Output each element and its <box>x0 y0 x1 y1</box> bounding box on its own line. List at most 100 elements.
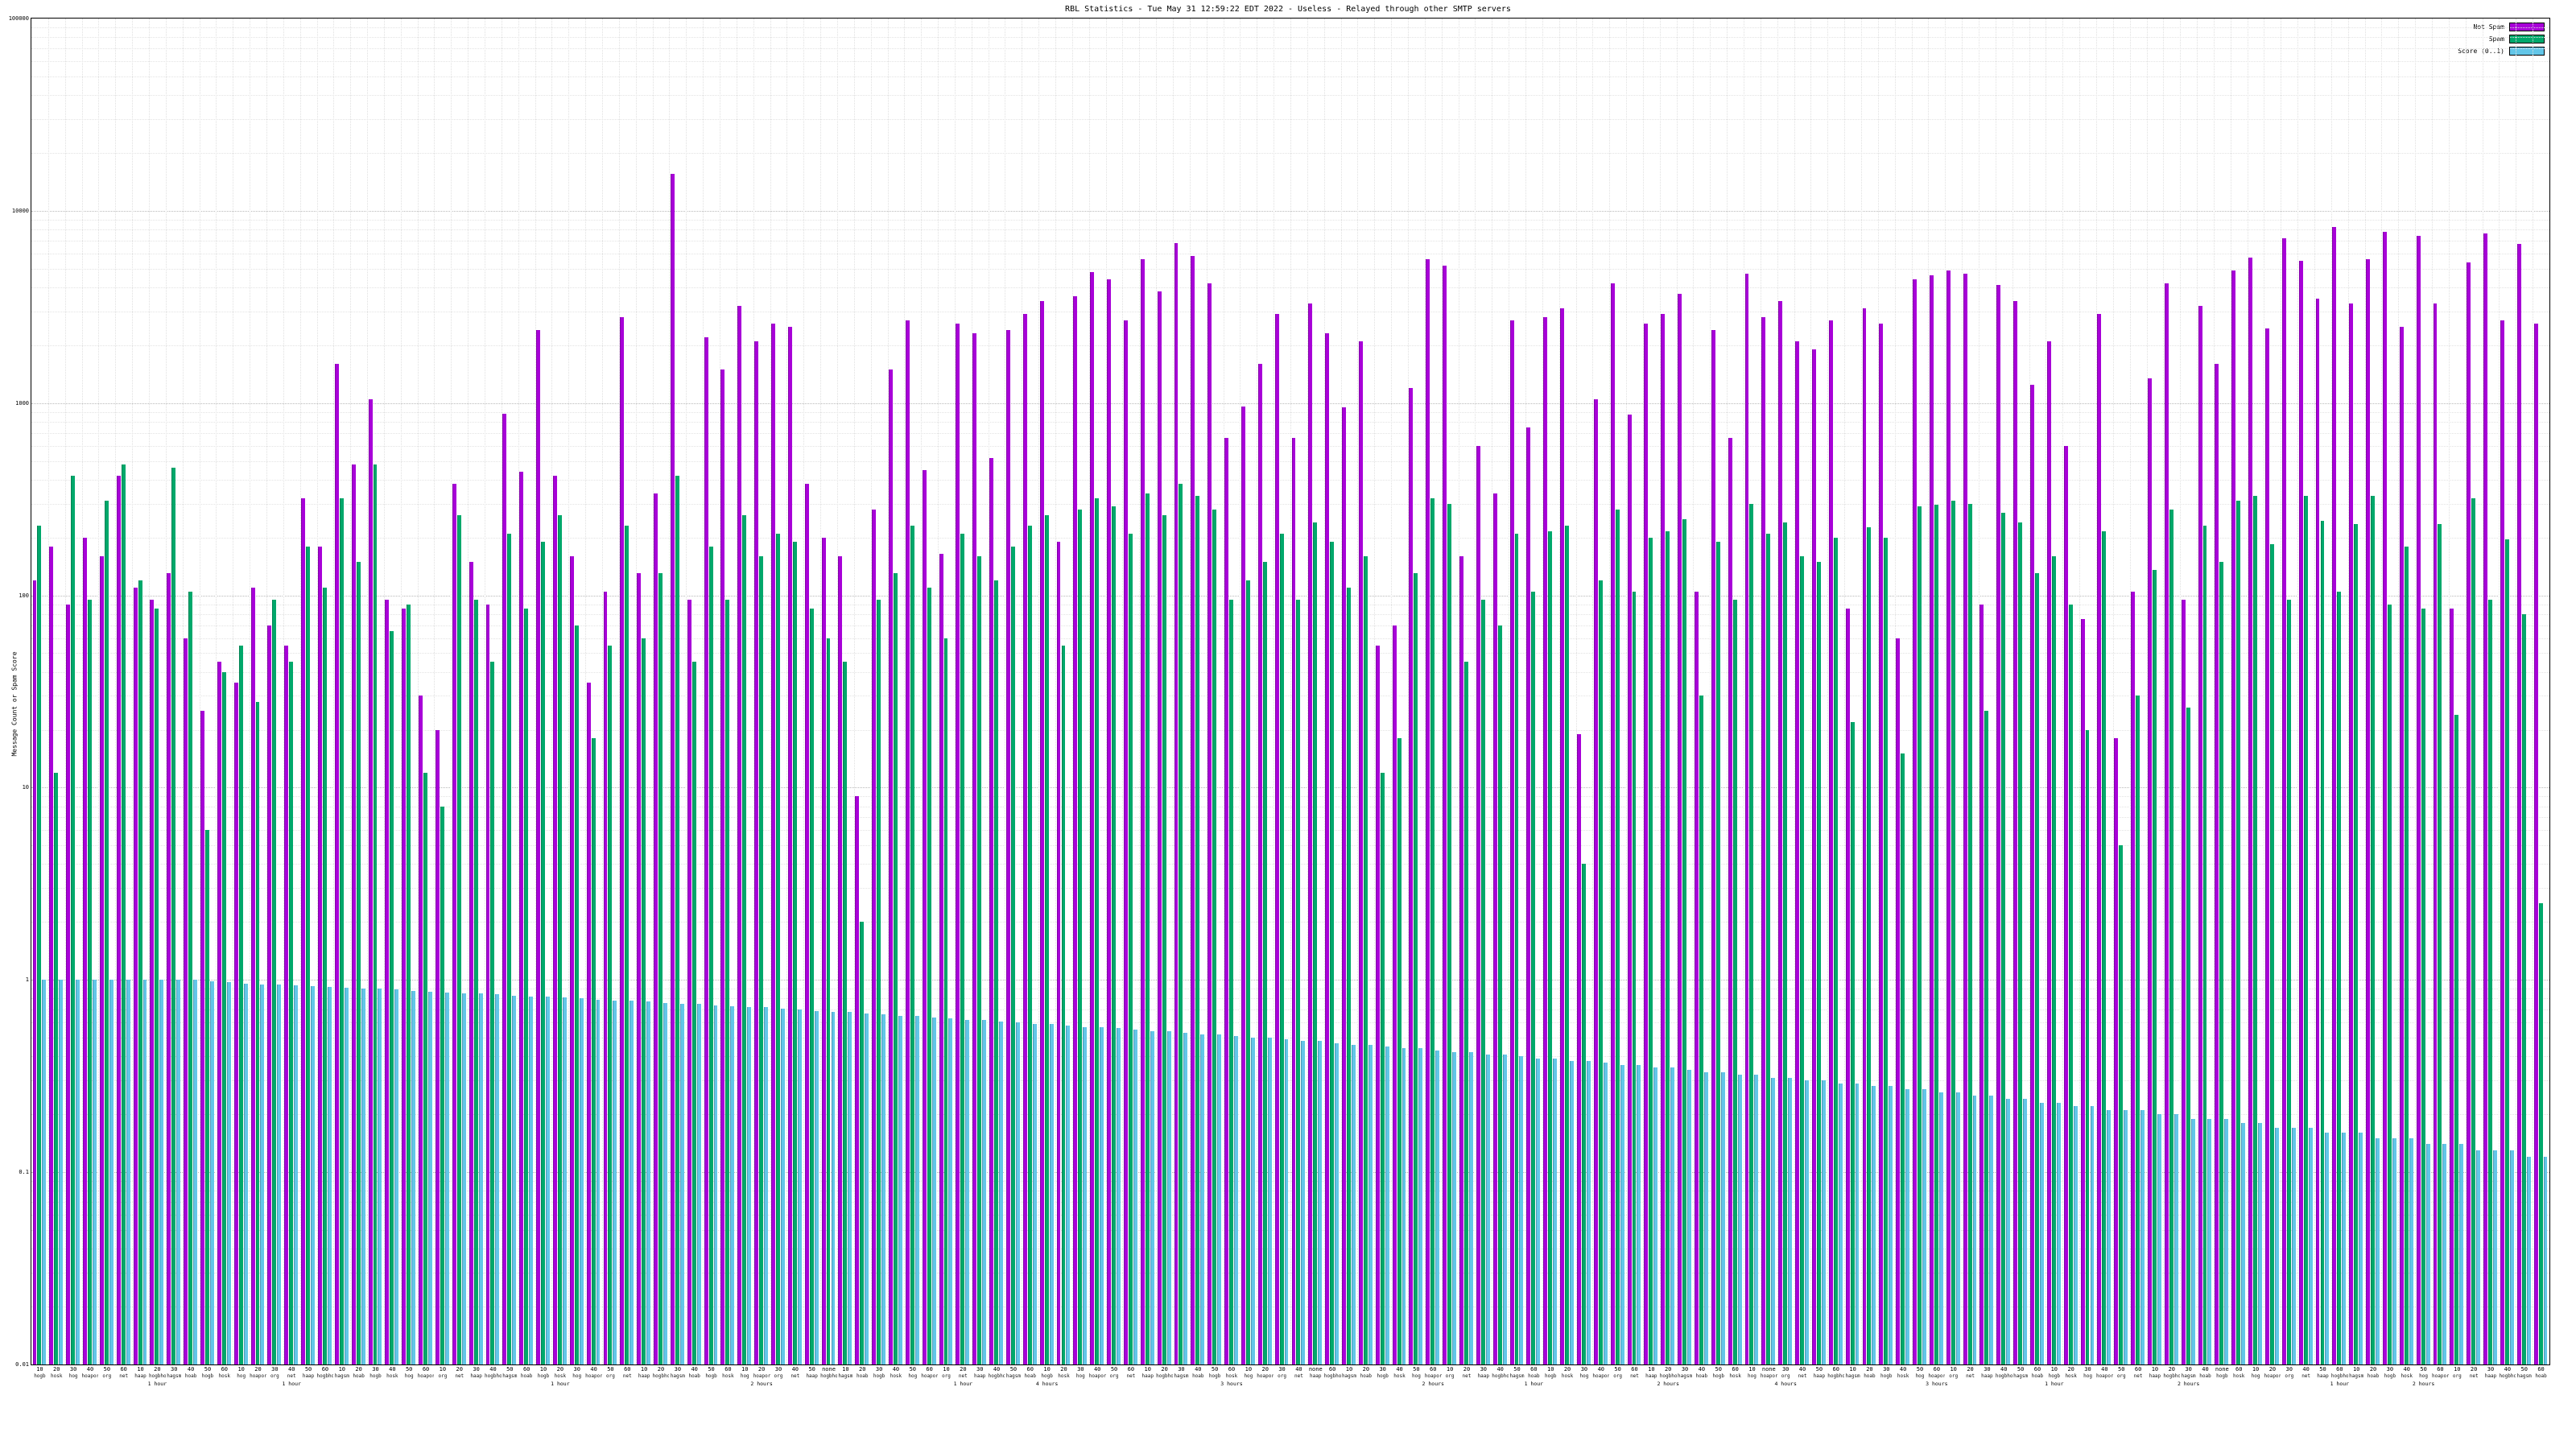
x-tick-label: 20 <box>1060 1366 1067 1373</box>
bar-score-0-1- <box>546 996 550 1364</box>
x-sublabel: net <box>622 1373 632 1379</box>
bar-score-0-1- <box>780 1008 785 1364</box>
bar-score-0-1- <box>1083 1026 1088 1364</box>
x-tick-label: 40 <box>2403 1366 2410 1373</box>
x-sublabel: hog <box>1244 1373 1253 1379</box>
x-duration-label: 2 hours <box>1422 1381 1444 1387</box>
bar-score-0-1- <box>898 1015 902 1364</box>
bar-not-spam <box>737 306 742 1364</box>
bar-score-0-1- <box>243 983 248 1364</box>
x-tick-label: 20 <box>859 1366 866 1373</box>
x-sublabel: hogb <box>2384 1373 2396 1379</box>
bar-score-0-1- <box>1637 1065 1641 1364</box>
bar-spam <box>2152 570 2157 1364</box>
x-tick-label: 50 <box>2520 1366 2528 1373</box>
bar-not-spam <box>32 580 37 1364</box>
x-tick-label: 20 <box>2268 1366 2277 1373</box>
bar-not-spam <box>49 546 54 1364</box>
bar-score-0-1- <box>696 1004 701 1364</box>
x-tick-label: 10 <box>1547 1366 1554 1373</box>
bar-score-0-1- <box>2039 1102 2044 1364</box>
bar-not-spam <box>2483 233 2488 1364</box>
x-tick-label: 40 <box>2302 1366 2310 1373</box>
bar-not-spam <box>435 729 440 1364</box>
bar-score-0-1- <box>529 996 534 1364</box>
bar-spam <box>1027 526 1032 1364</box>
bar-score-0-1- <box>1133 1030 1137 1364</box>
bar-not-spam <box>2281 237 2286 1364</box>
x-sublabel: org <box>102 1373 112 1379</box>
x-sublabel: net <box>1294 1373 1303 1379</box>
y-tick-label: 10 <box>22 784 29 791</box>
bar-not-spam <box>1476 445 1480 1364</box>
x-tick-label: 20 <box>2067 1366 2074 1373</box>
bar-spam <box>2438 523 2442 1364</box>
bar-not-spam <box>1979 604 1984 1364</box>
bar-score-0-1- <box>1351 1044 1356 1364</box>
bar-not-spam <box>1342 407 1346 1364</box>
bar-score-0-1- <box>2140 1110 2145 1364</box>
bar-score-0-1- <box>679 1004 684 1364</box>
x-sublabel: hoapora <box>1257 1373 1274 1379</box>
x-sublabel: hog <box>1411 1373 1421 1379</box>
bar-not-spam <box>368 398 373 1364</box>
x-tick-label: 30 <box>1278 1366 1286 1373</box>
bar-spam <box>507 533 512 1364</box>
gridline-vertical <box>551 19 553 1364</box>
bar-score-0-1- <box>2409 1138 2413 1364</box>
bar-score-0-1- <box>1989 1096 1994 1364</box>
x-duration-label: 1 hour <box>147 1381 167 1387</box>
x-sublabel: haap <box>1141 1373 1154 1379</box>
bar-score-0-1- <box>411 990 416 1364</box>
bar-spam <box>658 573 663 1364</box>
x-sublabel: org <box>1445 1373 1455 1379</box>
bar-spam <box>1363 555 1368 1364</box>
bar-spam <box>1044 515 1049 1364</box>
x-tick-label: 50 <box>2319 1366 2326 1373</box>
x-duration-label: 2 hours <box>750 1381 773 1387</box>
x-sublabel: org <box>2452 1373 2462 1379</box>
x-sublabel: hog <box>572 1373 582 1379</box>
gridline-vertical <box>81 19 83 1364</box>
bar-spam <box>691 662 696 1364</box>
bar-spam <box>473 599 478 1364</box>
bar-spam <box>2001 512 2006 1364</box>
bar-score-0-1- <box>848 1012 852 1364</box>
bar-not-spam <box>1694 591 1699 1364</box>
bar-not-spam <box>1157 291 1162 1364</box>
gridline-vertical <box>1407 19 1409 1364</box>
x-tick-label: 30 <box>171 1366 178 1373</box>
x-tick-label: 20 <box>556 1366 564 1373</box>
bar-spam <box>407 604 411 1364</box>
bar-score-0-1- <box>76 980 80 1364</box>
bar-score-0-1- <box>2090 1106 2095 1364</box>
bar-spam <box>775 533 780 1364</box>
x-sublabel: net <box>119 1373 129 1379</box>
bar-score-0-1- <box>1183 1033 1188 1364</box>
bar-spam <box>2119 845 2124 1364</box>
x-sublabel: haap <box>806 1373 818 1379</box>
bar-not-spam <box>1879 323 1884 1364</box>
x-sublabel: org <box>270 1373 279 1379</box>
x-sublabel: org <box>1278 1373 1286 1379</box>
bar-spam <box>943 638 948 1364</box>
bar-score-0-1- <box>1284 1039 1289 1364</box>
bar-score-0-1- <box>1217 1034 1222 1364</box>
x-tick-label: 50 <box>1614 1366 1621 1373</box>
bar-spam <box>893 573 898 1364</box>
y-tick-label: 0.1 <box>19 1169 29 1176</box>
bar-spam <box>356 561 361 1364</box>
bar-spam <box>104 501 109 1364</box>
x-tick-label: 30 <box>1580 1366 1588 1373</box>
gridline-vertical <box>2146 19 2148 1364</box>
bar-not-spam <box>99 555 104 1364</box>
x-tick-label: 40 <box>2000 1366 2008 1373</box>
bar-not-spam <box>1241 406 1245 1364</box>
x-sublabel: hagsm <box>2181 1373 2196 1379</box>
x-duration-label: 2 hours <box>1657 1381 1679 1387</box>
x-sublabel: org <box>1109 1373 1119 1379</box>
x-tick-label: 20 <box>456 1366 463 1373</box>
bar-spam <box>1447 503 1452 1364</box>
bar-spam <box>541 541 545 1364</box>
